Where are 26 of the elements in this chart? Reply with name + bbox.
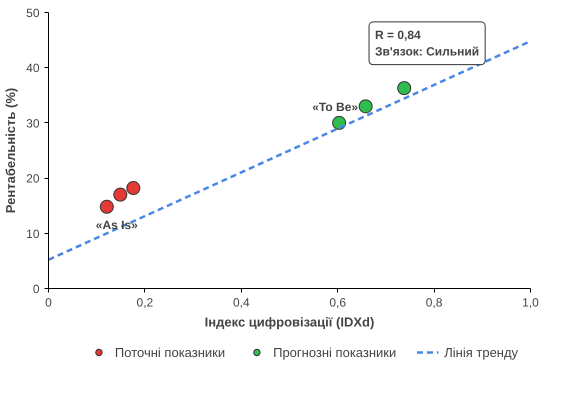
point [397, 81, 412, 96]
point [358, 99, 373, 114]
annotation: «To Be» [312, 100, 358, 114]
y-axis-title: Рентабельність (%) [3, 88, 18, 214]
x-tick-label: 0,4 [232, 296, 250, 310]
y-tick-label: 0 [32, 282, 40, 296]
x-axis-title: Індекс цифровізації (IDXd) [204, 314, 374, 330]
y-tick-label: 30 [26, 116, 40, 130]
x-tick-label: 0 [45, 296, 52, 310]
legend-label: Поточні показники [114, 344, 226, 360]
point [113, 188, 128, 202]
y-tick-label: 50 [26, 6, 40, 20]
annotation: «As Is» [96, 218, 138, 232]
y-tick-label: 20 [26, 172, 40, 186]
y-tick-label: 10 [26, 226, 40, 241]
x-tick-label: 0,8 [426, 296, 443, 310]
point [126, 181, 140, 196]
y-tick-label: 40 [26, 61, 40, 76]
x-tick-label: 0,2 [136, 296, 154, 310]
annotation: Зв'язок: Сильний [375, 44, 480, 59]
legend-label: Прогнозні показники [273, 344, 396, 360]
x-tick-label: 0,6 [329, 296, 346, 310]
point [100, 200, 114, 214]
annotation: R = 0,84 [375, 28, 422, 42]
legend-label: Лінія тренду [444, 344, 518, 360]
x-tick-label: 1,0 [522, 296, 540, 310]
